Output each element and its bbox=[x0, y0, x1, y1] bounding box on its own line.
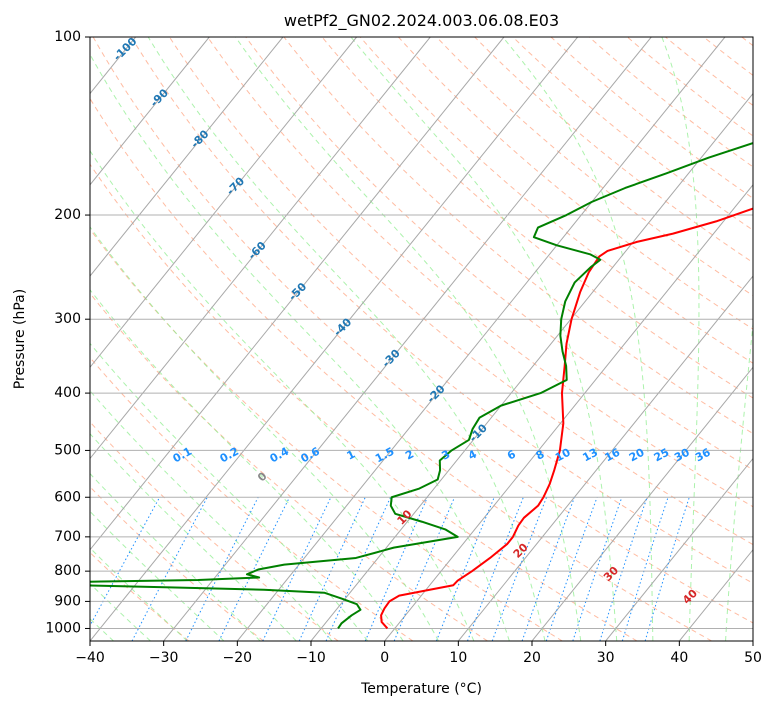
dewpoint-line bbox=[90, 141, 753, 630]
dry-adiabat bbox=[321, 37, 753, 399]
x-tick-label: 0 bbox=[380, 650, 389, 666]
mixing-ratio-line bbox=[521, 497, 575, 641]
moist-adiabat bbox=[90, 226, 439, 641]
y-tick-label: 200 bbox=[54, 207, 81, 223]
mixing-ratio-label: 36 bbox=[693, 446, 713, 465]
isotherm bbox=[90, 37, 210, 186]
mixing-ratio-line bbox=[621, 497, 669, 641]
moist-adiabat bbox=[147, 37, 546, 641]
moist-adiabat bbox=[235, 37, 582, 641]
background-lines bbox=[90, 37, 753, 641]
isotherm bbox=[90, 37, 579, 641]
mixing-ratio-label: 13 bbox=[580, 446, 600, 465]
dry-adiabat bbox=[90, 163, 638, 641]
mixing-ratio-line bbox=[467, 497, 524, 641]
isotherm bbox=[90, 37, 431, 460]
x-tick-label: −20 bbox=[223, 650, 253, 666]
dry-adiabat bbox=[90, 421, 339, 641]
mixing-ratio-label: 20 bbox=[627, 446, 647, 465]
mixing-ratio-line bbox=[491, 497, 548, 641]
mixing-ratio-label: 10 bbox=[553, 446, 573, 465]
y-tick-label: 600 bbox=[54, 489, 81, 505]
plot-frame bbox=[89, 36, 754, 642]
x-tick-label: −10 bbox=[296, 650, 326, 666]
dry-adiabat bbox=[512, 37, 753, 231]
chart-title: wetPf2_GN02.2024.003.06.08.E03 bbox=[284, 11, 559, 31]
mixing-ratio-line bbox=[131, 497, 208, 641]
x-tick-label: 30 bbox=[597, 650, 615, 666]
mixing-ratio-line bbox=[364, 497, 428, 641]
mixing-ratio-line bbox=[599, 497, 648, 641]
dry-adiabat bbox=[90, 486, 264, 641]
mixing-ratio-label: 25 bbox=[652, 446, 672, 465]
isotherm bbox=[236, 37, 726, 641]
moist-adiabat bbox=[90, 342, 369, 641]
mixing-ratio-line bbox=[262, 497, 332, 641]
moist-adiabat bbox=[502, 37, 654, 641]
moist-adiabat bbox=[90, 433, 297, 641]
dry-adiabat bbox=[550, 37, 753, 199]
mixing-ratio-line bbox=[298, 497, 366, 641]
dry-adiabat bbox=[588, 37, 753, 168]
dry-adiabat bbox=[92, 37, 753, 624]
y-tick-label: 700 bbox=[54, 529, 81, 545]
moist-adiabat bbox=[350, 37, 618, 641]
y-tick-label: 500 bbox=[54, 442, 81, 458]
pressure-gridlines bbox=[90, 37, 753, 629]
dry-adiabat bbox=[359, 37, 753, 364]
mixing-ratio-line bbox=[644, 497, 690, 641]
dry-adiabat bbox=[130, 37, 753, 584]
moist-adiabat bbox=[90, 149, 475, 641]
isotherm bbox=[90, 37, 358, 369]
data-lines bbox=[90, 141, 753, 630]
y-tick-label: 1000 bbox=[45, 620, 81, 636]
y-tick-label: 300 bbox=[54, 311, 81, 327]
mixing-ratio-line bbox=[218, 497, 290, 641]
moist-adiabat bbox=[661, 37, 700, 641]
x-tick-label: 40 bbox=[670, 650, 688, 666]
moist-adiabat bbox=[90, 390, 333, 641]
y-axis-label: Pressure (hPa) bbox=[12, 289, 28, 389]
isotherm bbox=[163, 37, 652, 641]
x-tick-label: 50 bbox=[744, 650, 762, 666]
mixing-ratio-line bbox=[435, 497, 495, 641]
mixing-ratio-line bbox=[545, 497, 598, 641]
isotherm bbox=[310, 92, 753, 641]
mixing-ratio-line bbox=[572, 497, 623, 641]
isotherm bbox=[384, 183, 753, 641]
moist-adiabat bbox=[725, 319, 753, 641]
mixing-ratio-line bbox=[325, 497, 392, 641]
x-axis-label: Temperature (°C) bbox=[360, 681, 482, 697]
plot-background bbox=[90, 37, 753, 641]
mixing-ratio-line bbox=[393, 497, 456, 641]
y-tick-label: 400 bbox=[54, 385, 81, 401]
isotherm bbox=[90, 37, 505, 551]
x-tick-label: 20 bbox=[523, 650, 541, 666]
isotherm bbox=[457, 275, 753, 641]
y-tick-label: 800 bbox=[54, 563, 81, 579]
y-tick-label: 900 bbox=[54, 593, 81, 609]
mixing-ratio-line bbox=[90, 497, 161, 627]
mixing-ratio-label: 16 bbox=[603, 446, 623, 465]
temperature-line bbox=[380, 207, 753, 630]
x-tick-label: −40 bbox=[75, 650, 105, 666]
dry-adiabat bbox=[90, 292, 488, 641]
y-tick-label: 100 bbox=[54, 29, 81, 45]
x-tick-label: −30 bbox=[149, 650, 179, 666]
x-tick-label: 10 bbox=[449, 650, 467, 666]
axes: −40 −30 −20 −10 0 10 20 30 40 50 100 200 300 400 500 60… bbox=[45, 29, 762, 666]
isotherm bbox=[531, 366, 753, 641]
mixing-ratio-label: 30 bbox=[672, 446, 692, 465]
isotherm bbox=[605, 457, 753, 641]
moist-adiabat bbox=[90, 53, 510, 641]
isotherm bbox=[90, 37, 284, 277]
dry-adiabat bbox=[90, 97, 712, 641]
